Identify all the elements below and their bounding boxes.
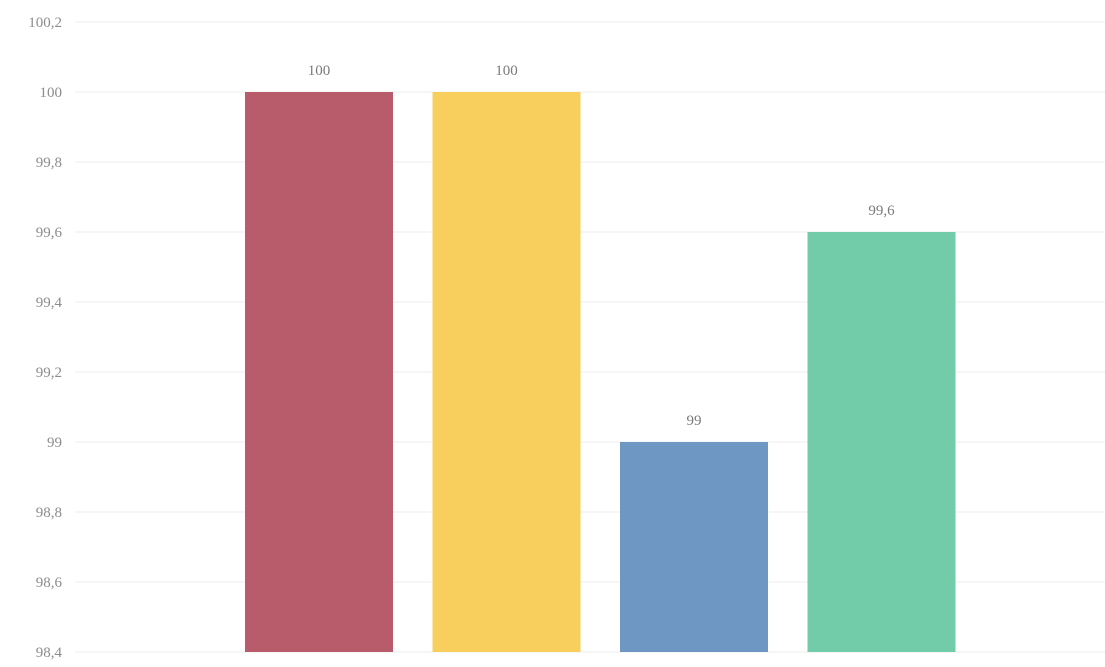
y-axis-tick-labels: 98,4 98,6 98,8 99 99,2 99,4 99,6 99,8 100 100,2: [28, 15, 62, 661]
bar-value-label-3: 99: [687, 413, 702, 429]
y-tick-label: 98,6: [36, 575, 63, 591]
y-tick-label: 100: [40, 85, 63, 101]
y-tick-label: 99,2: [36, 365, 62, 381]
bar-value-labels: 100 100 99 99,6: [308, 63, 895, 429]
y-tick-label: 99,4: [36, 295, 63, 311]
bars: [245, 92, 956, 652]
bar-value-label-4: 99,6: [868, 203, 895, 219]
y-tick-label: 99: [47, 435, 62, 451]
y-tick-label: 100,2: [28, 15, 62, 31]
bar-2: [432, 92, 581, 652]
bar-value-label-1: 100: [308, 63, 331, 79]
y-tick-label: 99,8: [36, 155, 62, 171]
y-tick-label: 99,6: [36, 225, 63, 241]
y-tick-label: 98,4: [36, 645, 63, 661]
bar-value-label-2: 100: [495, 63, 518, 79]
bar-3: [620, 442, 768, 652]
y-tick-label: 98,8: [36, 505, 62, 521]
bar-1: [245, 92, 393, 652]
bar-4: [807, 232, 956, 652]
